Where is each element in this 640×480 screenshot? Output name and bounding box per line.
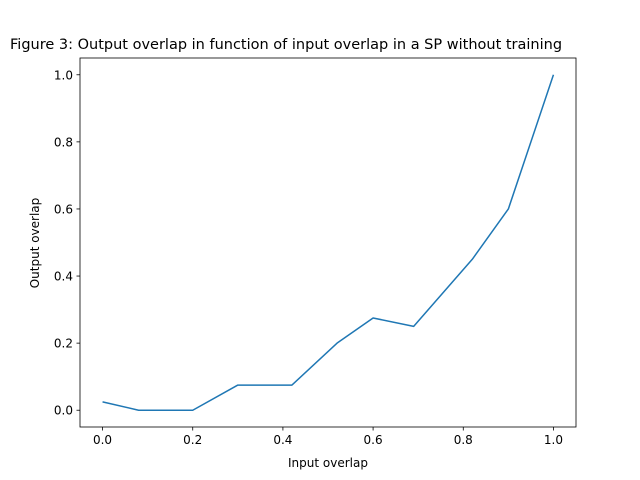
x-axis-label: Input overlap — [288, 456, 368, 470]
y-axis-label: Output overlap — [28, 198, 42, 289]
plot-frame — [79, 57, 577, 428]
x-tick-label: 0.2 — [183, 433, 202, 447]
x-tick-label: 1.0 — [544, 433, 563, 447]
plot-area: 0.0 0.2 0.4 0.6 0.8 1.0 0.0 0.2 0.4 0.6 0.8 1.0 — [54, 57, 577, 447]
x-tick-label: 0.0 — [93, 433, 112, 447]
series-line-0 — [102, 74, 555, 411]
y-tick-label: 0.8 — [54, 135, 73, 149]
y-tick-label: 1.0 — [54, 68, 73, 82]
x-tick-label: 0.6 — [364, 433, 383, 447]
y-tick-label: 0.2 — [54, 337, 73, 351]
y-tick-label: 0.4 — [54, 270, 73, 284]
x-tick-label: 0.8 — [454, 433, 473, 447]
x-tick-label: 0.4 — [273, 433, 292, 447]
y-tick-label: 0.0 — [54, 404, 73, 418]
chart-title: Figure 3: Output overlap in function of … — [10, 37, 562, 53]
y-tick-label: 0.6 — [54, 202, 73, 216]
